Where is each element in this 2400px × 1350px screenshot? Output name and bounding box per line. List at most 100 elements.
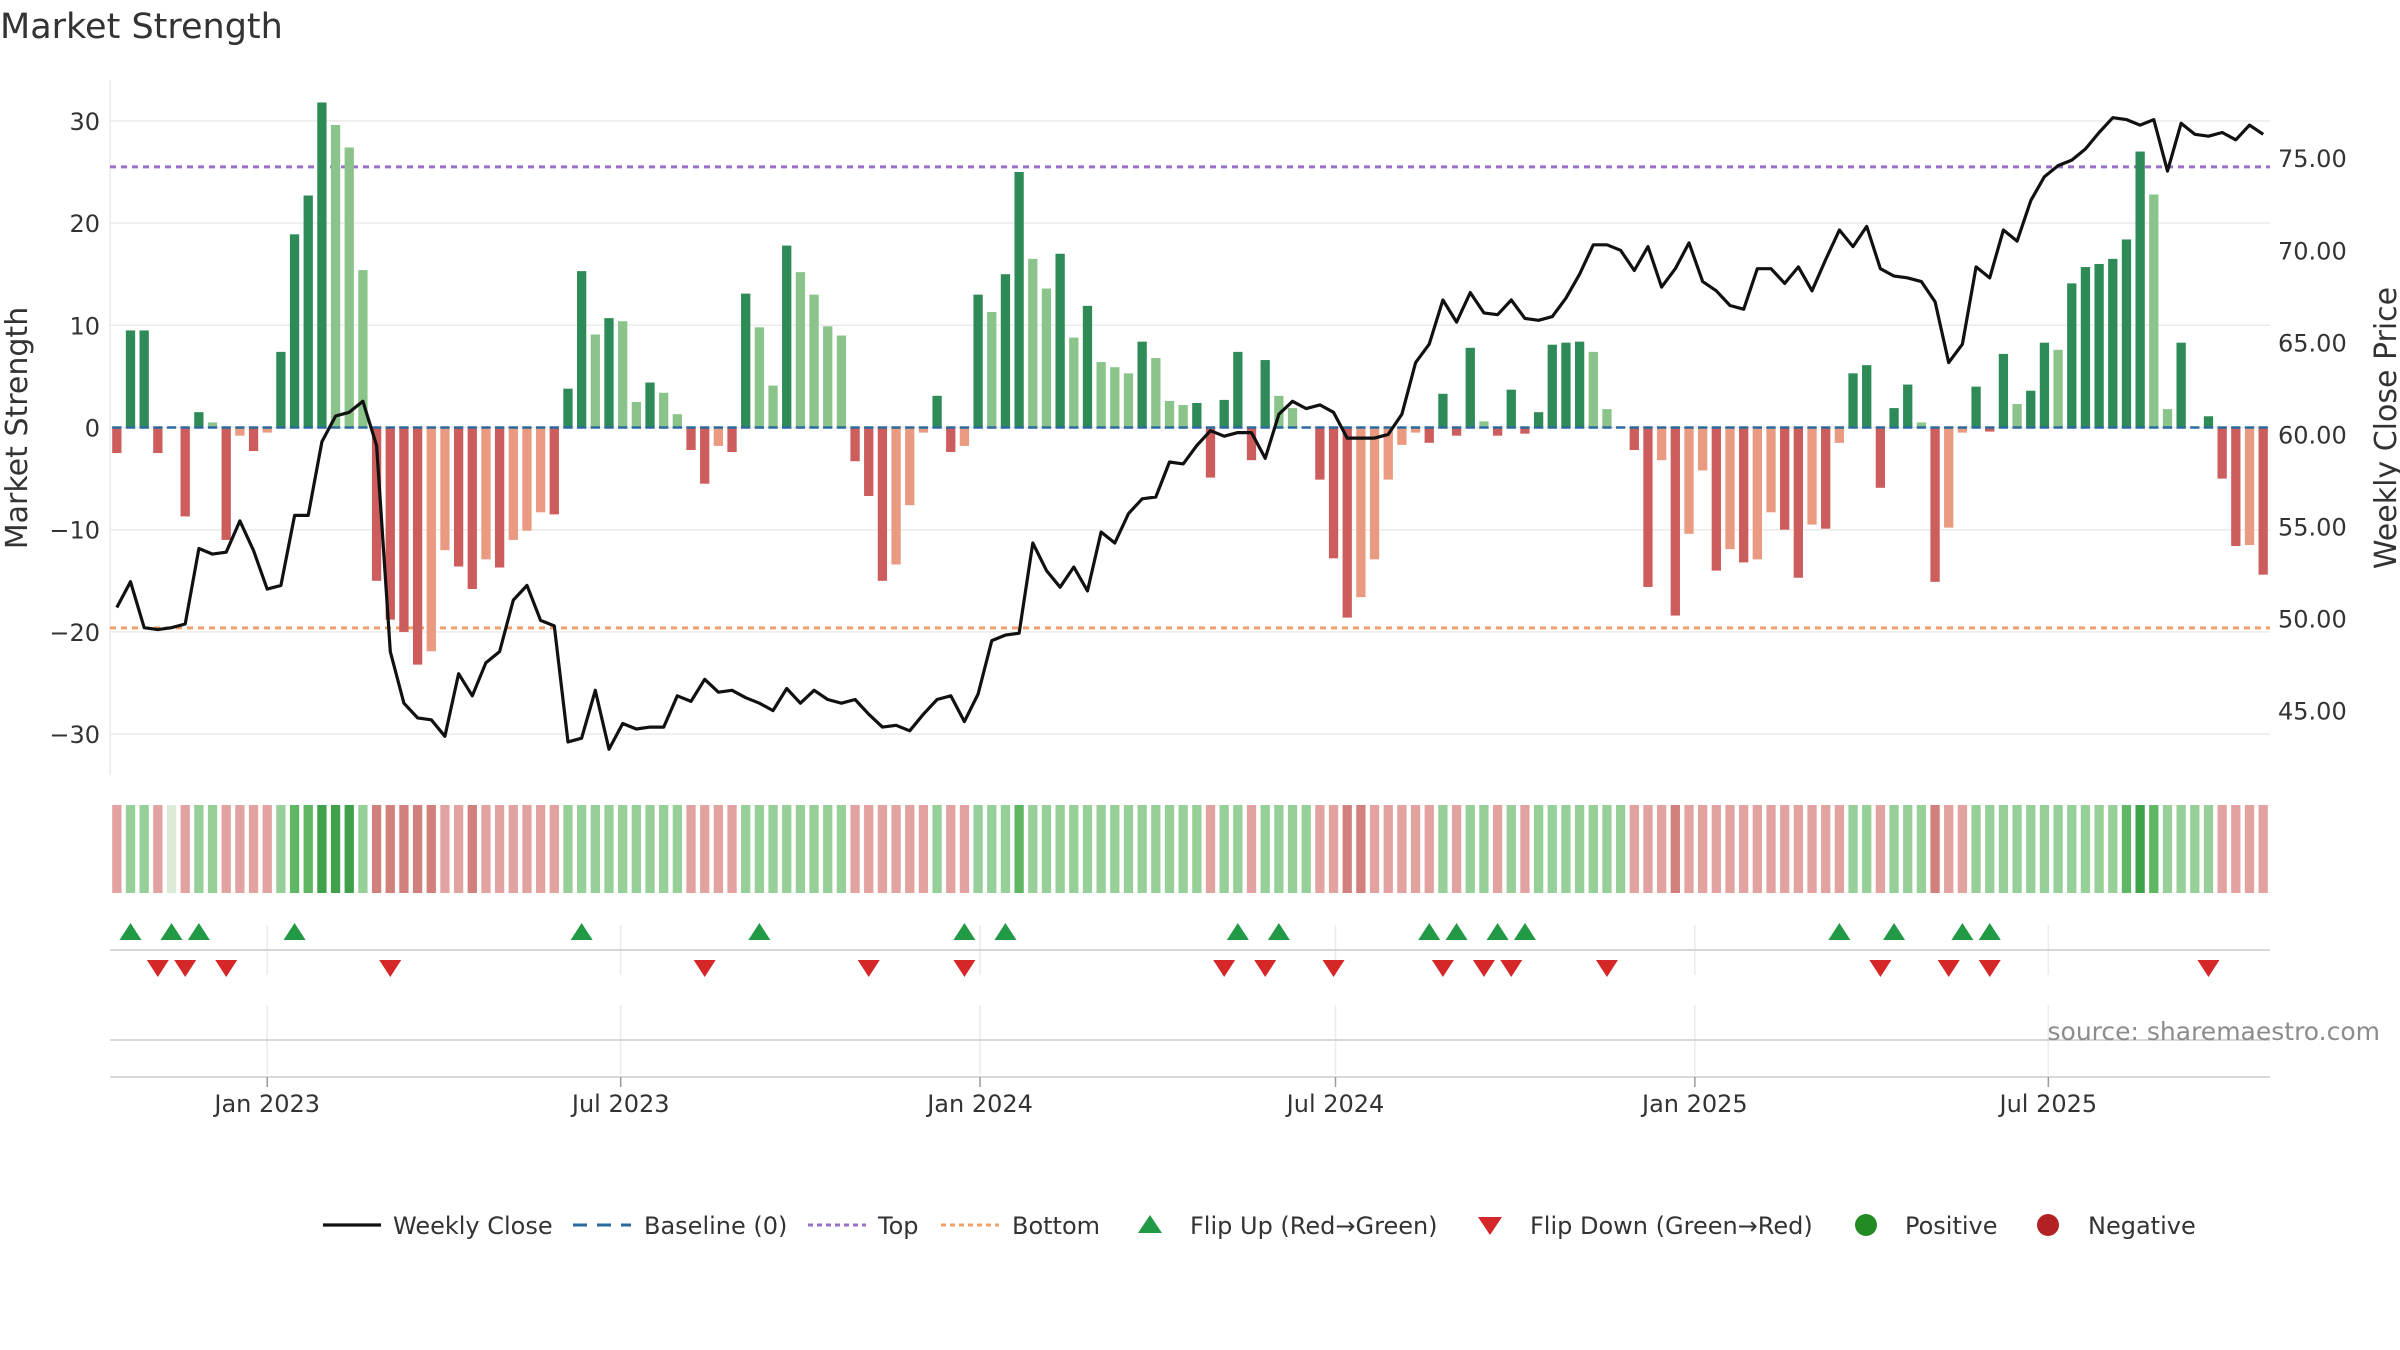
flip-markers <box>110 923 2270 977</box>
strip-cell <box>1356 805 1366 893</box>
flip-down-marker <box>1431 960 1454 977</box>
strip-cell <box>987 805 997 893</box>
strength-bar <box>276 351 286 428</box>
strength-bar <box>1260 360 1270 428</box>
strength-bar <box>1506 389 1516 428</box>
strip-cell <box>1342 805 1352 893</box>
strip-cell <box>330 805 341 893</box>
flip-up-marker <box>187 923 210 940</box>
strength-bar <box>412 427 423 665</box>
strip-cell <box>2053 805 2063 893</box>
strength-bar <box>905 427 915 506</box>
strength-bar <box>1219 399 1229 428</box>
strength-bar <box>1998 353 2009 428</box>
strip-cell <box>864 805 874 893</box>
chart-title: Market Strength <box>0 7 283 47</box>
strip-cell <box>453 805 464 893</box>
strip-cell <box>1451 805 1462 893</box>
strip-cell <box>713 805 724 893</box>
strip-cell <box>1192 805 1202 893</box>
x-tick-label: Jul 2025 <box>1998 1090 2098 1118</box>
strength-bar <box>1424 427 1434 443</box>
x-tick-label: Jan 2024 <box>925 1090 1033 1118</box>
strength-bar <box>836 335 847 428</box>
strength-bar <box>1342 427 1352 618</box>
strip-cell <box>1520 805 1530 893</box>
strength-bar <box>2080 267 2091 428</box>
legend-swatch <box>1855 1214 1877 1236</box>
strength-bar <box>918 427 929 433</box>
x-tick-label: Jul 2023 <box>570 1090 670 1118</box>
strip-cell <box>782 805 792 893</box>
legend-label: Weekly Close <box>393 1212 553 1240</box>
flip-down-marker <box>215 960 238 977</box>
strength-bar <box>1766 427 1776 513</box>
legend-swatch <box>1478 1217 1502 1235</box>
strip-cell <box>2026 805 2036 893</box>
strength-bar <box>221 427 231 540</box>
strength-bar <box>481 427 491 560</box>
source-label: source: sharemaestro.com <box>2048 1017 2381 1046</box>
strip-cell <box>221 805 231 893</box>
strength-bar <box>1944 427 1954 528</box>
y-axis-title: Market Strength <box>0 307 35 549</box>
strength-bar <box>1520 427 1530 434</box>
strip-cell <box>358 805 368 893</box>
y-tick-label: −30 <box>49 721 100 749</box>
strip-cell <box>877 805 888 893</box>
strength-bar <box>317 102 327 428</box>
strip-cell <box>467 805 477 893</box>
strip-cell <box>508 805 518 893</box>
strip-cell <box>891 805 901 893</box>
strip-cell <box>576 805 587 893</box>
y2-tick-label: 75.00 <box>2278 145 2347 173</box>
strength-bar <box>1752 427 1762 560</box>
strip-cell <box>918 805 929 893</box>
y2-tick-label: 70.00 <box>2278 237 2347 265</box>
strip-cell <box>741 805 751 893</box>
strip-cell <box>1656 805 1667 893</box>
strength-bar <box>1110 367 1120 428</box>
strength-bar <box>1014 171 1024 428</box>
strip-cell <box>494 805 505 893</box>
strip-cell <box>1533 805 1544 893</box>
y-axis-right: 75.00 70.00 65.00 60.00 55.00 50.00 45.00 <box>2278 145 2347 725</box>
strip-cell <box>754 805 765 893</box>
strength-bar <box>604 318 614 428</box>
strip-cell <box>631 805 641 893</box>
strip-cell <box>1834 805 1845 893</box>
strip-cell <box>1424 805 1434 893</box>
strip-cell <box>1205 805 1216 893</box>
strength-bar <box>1588 351 1598 428</box>
strip-cell <box>166 805 177 893</box>
strip-cell <box>1957 805 1968 893</box>
strip-cell <box>959 805 970 893</box>
flip-up-marker <box>953 923 976 940</box>
flip-up-marker <box>1951 923 1974 940</box>
strip-cell <box>1274 805 1284 893</box>
strip-cell <box>317 805 327 893</box>
strength-bar <box>1985 427 1995 432</box>
y-tick-label: −20 <box>49 619 100 647</box>
strength-bar <box>1711 427 1721 571</box>
strength-bar <box>1561 342 1571 428</box>
strength-bar <box>672 414 682 428</box>
strip-cell <box>1793 805 1804 893</box>
strength-bar <box>1041 288 1052 428</box>
strip-cell <box>2244 805 2255 893</box>
strength-bar <box>1684 427 1694 534</box>
strip-cell <box>823 805 833 893</box>
strength-bar <box>959 427 970 446</box>
strip-cell <box>535 805 546 893</box>
strip-cell <box>2135 805 2145 893</box>
strip-cell <box>686 805 696 893</box>
strength-bar <box>125 330 136 428</box>
strength-bar <box>590 334 600 428</box>
strength-bar <box>1903 384 1913 428</box>
legend-swatch <box>2037 1214 2059 1236</box>
strip-cell <box>1821 805 1831 893</box>
strength-bar <box>1233 351 1243 428</box>
flip-down-marker <box>379 960 402 977</box>
strip-cell <box>2162 805 2173 893</box>
